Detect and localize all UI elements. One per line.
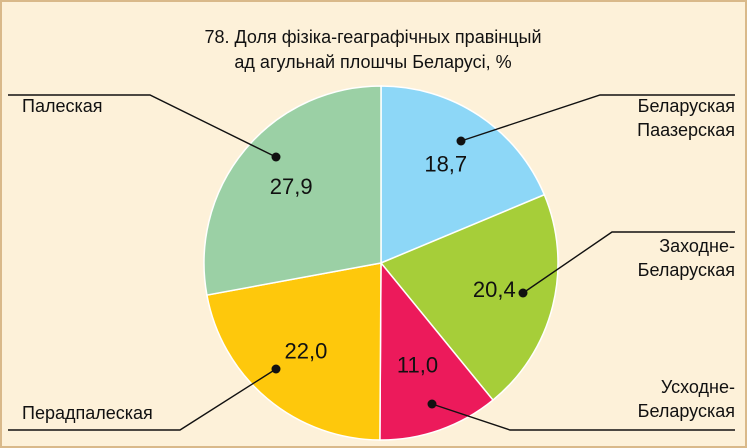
leader-line: [431, 403, 735, 431]
category-label: Перадпалеская: [22, 403, 153, 423]
leader-line: [460, 94, 735, 142]
value-label: 20,4: [473, 277, 516, 302]
pie-slice: [379, 193, 559, 402]
chart-title: 78. Доля фізіка-геаграфічных правінцый ад…: [204, 27, 541, 72]
pie-slice: [379, 260, 495, 441]
category-label: Усходне-Беларуская: [638, 377, 735, 421]
leader-dot: [271, 364, 281, 374]
leader-line: [8, 368, 277, 431]
value-label: 18,7: [424, 152, 467, 177]
leader-dot: [456, 136, 466, 146]
value-label: 11,0: [397, 352, 438, 377]
pie-slice: [206, 262, 382, 441]
leader-line: [522, 231, 735, 294]
pie-slice: [380, 85, 546, 265]
value-label: 27,9: [270, 174, 313, 199]
category-label: Заходне-Беларуская: [638, 236, 735, 280]
leader-dot: [271, 152, 281, 162]
category-label: Палеская: [22, 96, 103, 116]
pie-slice: [203, 85, 382, 296]
leader-dot: [427, 399, 437, 409]
leader-line: [8, 94, 277, 158]
leader-dot: [518, 288, 528, 298]
value-label: 22,0: [285, 338, 328, 363]
category-label: Беларуская Паазерская: [637, 96, 735, 140]
